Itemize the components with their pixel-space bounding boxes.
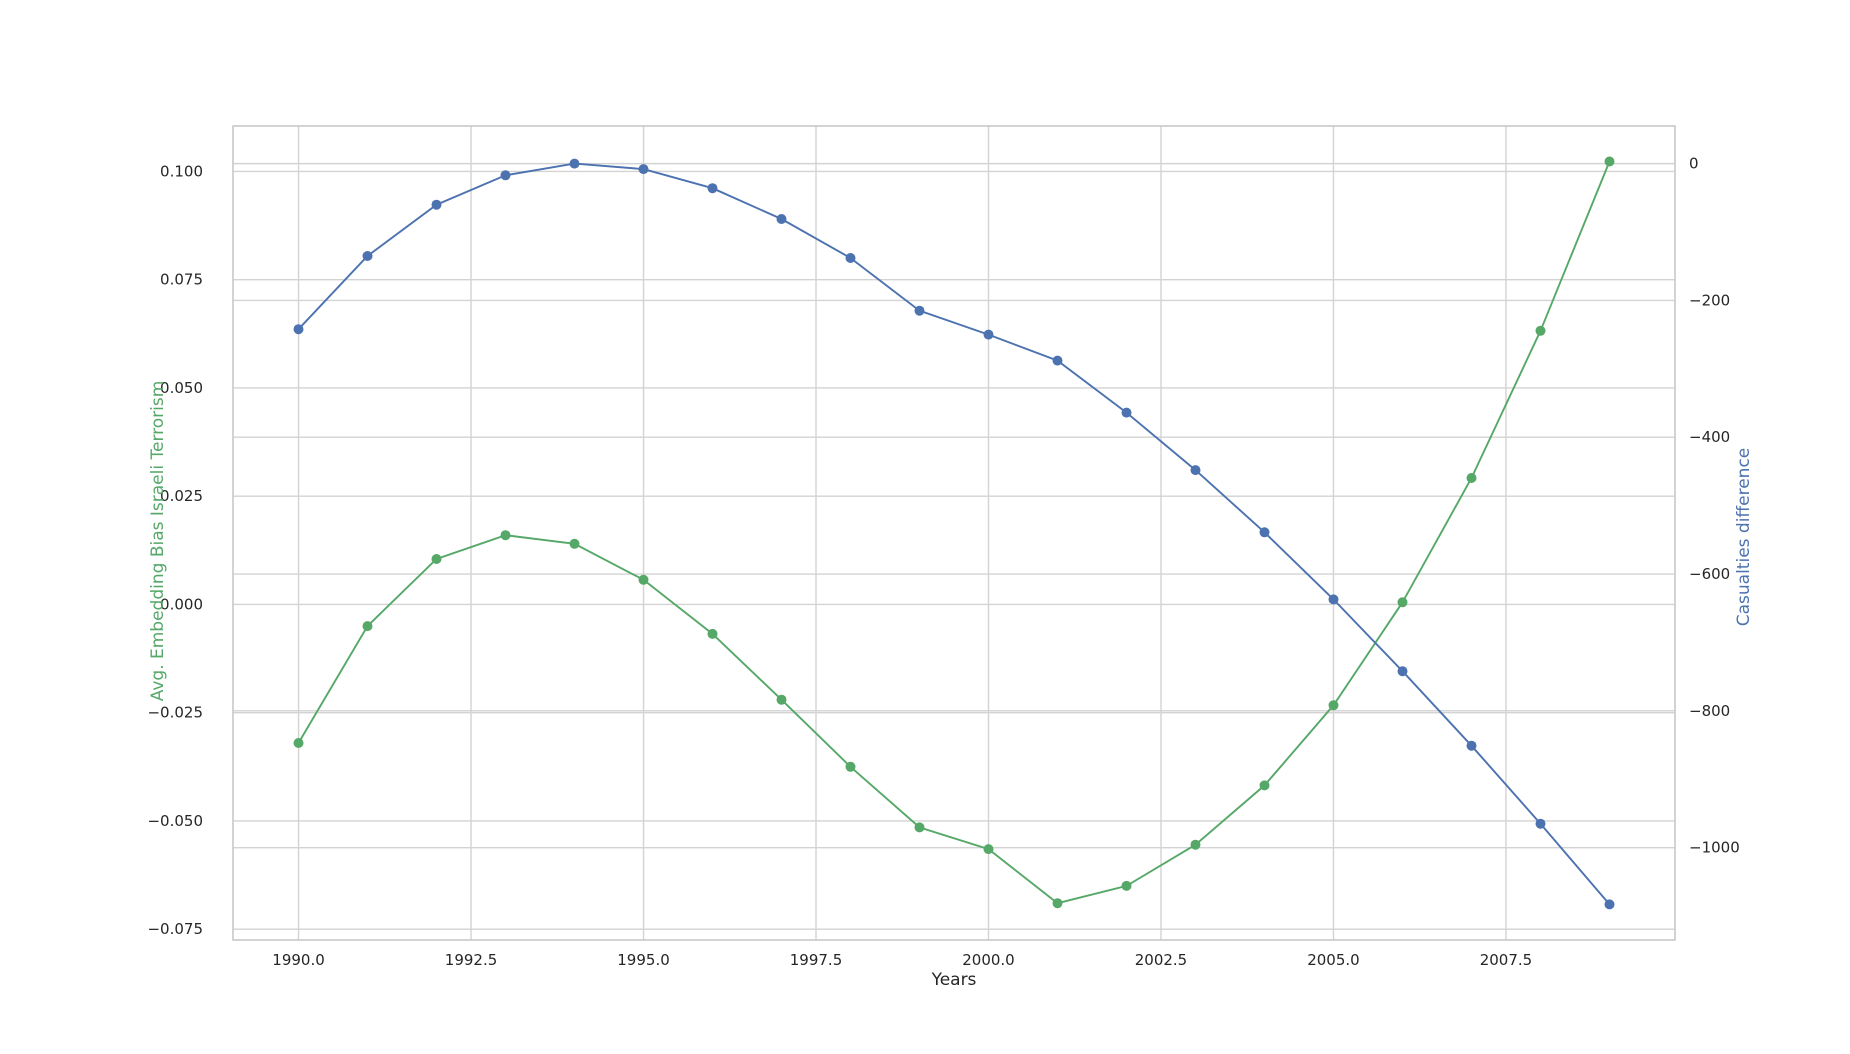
- x-tick-label: 2007.5: [1480, 951, 1533, 969]
- series-line: [297, 162, 1611, 906]
- tick-labels-layer: 1990.0 1992.5 1995.0 1997.5 2000.0 2002.5 2005…: [147, 155, 1739, 969]
- x-tick-label: 2002.5: [1135, 951, 1188, 969]
- right-y-tick-label: −400: [1689, 428, 1730, 446]
- right-y-tick-label: 0: [1689, 155, 1699, 173]
- left-y-tick-label: 0.075: [160, 271, 203, 289]
- x-tick-label: 2005.0: [1307, 951, 1360, 969]
- data-point: [914, 305, 925, 316]
- left-y-tick-label: 0.100: [160, 162, 203, 180]
- left-y-tick-label: −0.025: [147, 704, 203, 722]
- left-y-tick-label: −0.050: [147, 812, 203, 830]
- data-point: [845, 761, 856, 772]
- series-layer: [293, 156, 1615, 910]
- data-point: [362, 621, 373, 632]
- data-point: [431, 199, 442, 210]
- data-point: [1328, 594, 1339, 605]
- x-tick-label: 2000.0: [962, 951, 1015, 969]
- data-point: [1604, 156, 1615, 167]
- series-left-axis: [293, 156, 1615, 909]
- left-y-tick-label: 0.050: [160, 379, 203, 397]
- data-point: [1397, 597, 1408, 608]
- data-point: [1259, 780, 1270, 791]
- data-point: [1259, 527, 1270, 538]
- data-point: [1397, 666, 1408, 677]
- series-right-axis: [293, 158, 1615, 910]
- left-y-tick-label: 0.000: [160, 595, 203, 613]
- data-point: [293, 324, 304, 335]
- left-y-axis-title: Avg. Embedding Bias Israeli Terrorism: [148, 381, 168, 702]
- data-point: [431, 554, 442, 564]
- data-point: [569, 158, 580, 169]
- data-point: [707, 628, 718, 639]
- data-point: [500, 530, 511, 541]
- data-point: [1466, 473, 1477, 483]
- x-tick-label: 1992.5: [445, 951, 498, 969]
- right-y-tick-label: −1000: [1689, 839, 1740, 857]
- left-y-tick-label: −0.075: [147, 920, 203, 938]
- data-point: [1190, 839, 1201, 850]
- data-point: [1190, 465, 1201, 476]
- grid-layer: [233, 126, 1675, 940]
- right-y-tick-label: −600: [1689, 565, 1730, 583]
- left-y-tick-label: 0.025: [160, 487, 203, 505]
- data-point: [638, 164, 649, 175]
- right-y-tick-label: −200: [1689, 291, 1730, 309]
- data-point: [638, 574, 649, 585]
- data-point: [845, 253, 856, 263]
- data-point: [914, 822, 925, 833]
- data-point: [1121, 880, 1132, 891]
- data-point: [362, 251, 373, 261]
- plot-frame: [232, 125, 1676, 941]
- x-tick-label: 1997.5: [790, 951, 843, 969]
- data-point: [500, 170, 511, 181]
- data-point: [707, 183, 718, 194]
- data-point: [1052, 898, 1063, 909]
- data-point: [1121, 407, 1132, 418]
- data-point: [776, 694, 787, 705]
- data-point: [1535, 325, 1546, 336]
- data-point: [293, 738, 304, 748]
- right-y-axis-title: Casualties difference: [1734, 448, 1754, 627]
- right-y-tick-label: −800: [1689, 702, 1730, 720]
- data-point: [1466, 740, 1477, 751]
- data-point: [1604, 899, 1615, 910]
- data-point: [569, 538, 580, 549]
- data-point: [1052, 355, 1063, 366]
- data-point: [1535, 818, 1546, 829]
- data-point: [1328, 700, 1339, 711]
- data-point: [983, 329, 994, 340]
- data-point: [776, 214, 787, 224]
- x-axis-title: Years: [931, 970, 977, 990]
- data-point: [983, 844, 994, 855]
- series-line: [297, 161, 1611, 905]
- x-tick-label: 1990.0: [272, 951, 325, 969]
- x-tick-label: 1995.0: [617, 951, 670, 969]
